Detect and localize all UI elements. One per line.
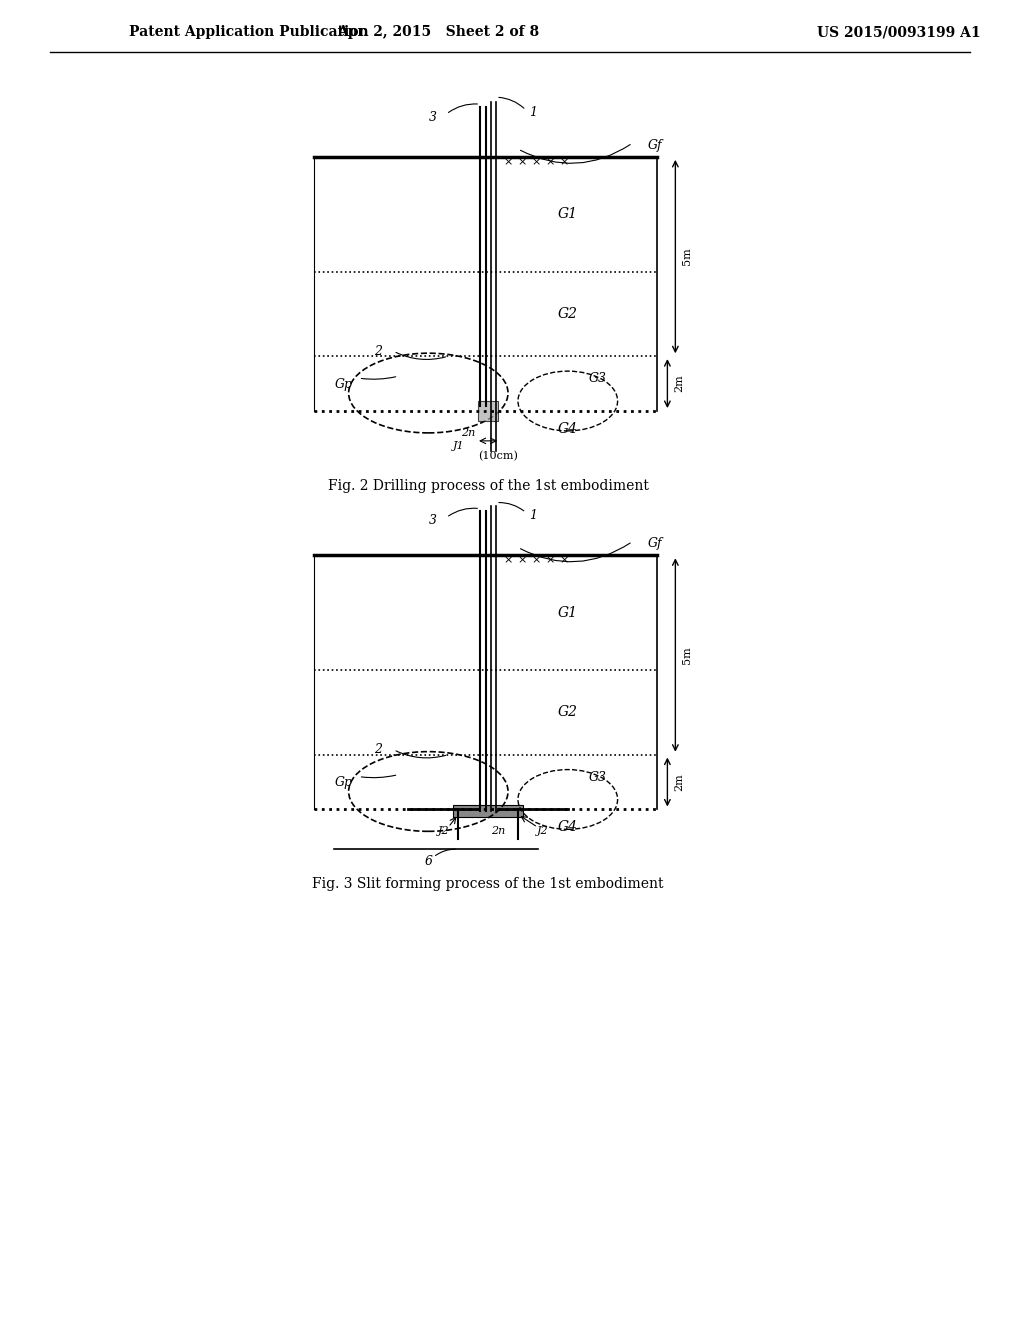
Text: ×: × — [559, 157, 568, 166]
Text: 2: 2 — [375, 345, 383, 358]
Text: ×: × — [517, 556, 526, 565]
Text: G4: G4 — [558, 422, 578, 436]
Text: ×: × — [545, 157, 555, 166]
Text: 1: 1 — [529, 106, 537, 119]
Text: Gp: Gp — [335, 776, 352, 789]
Text: G4: G4 — [558, 820, 578, 834]
Text: ×: × — [504, 556, 513, 565]
Text: Fig. 3 Slit forming process of the 1st embodiment: Fig. 3 Slit forming process of the 1st e… — [312, 876, 664, 891]
Text: US 2015/0093199 A1: US 2015/0093199 A1 — [817, 25, 980, 40]
Text: ×: × — [517, 157, 526, 166]
Text: (10cm): (10cm) — [478, 450, 518, 461]
Text: G2: G2 — [558, 705, 578, 719]
Text: 2n: 2n — [490, 826, 505, 837]
Text: 2n: 2n — [461, 428, 475, 438]
Text: 2m: 2m — [675, 774, 684, 791]
Bar — [454, 805, 523, 817]
Text: J1: J1 — [453, 441, 464, 451]
Text: J2: J2 — [537, 826, 549, 837]
Text: Apr. 2, 2015   Sheet 2 of 8: Apr. 2, 2015 Sheet 2 of 8 — [337, 25, 540, 40]
Text: Patent Application Publication: Patent Application Publication — [129, 25, 369, 40]
Text: Gp: Gp — [335, 378, 352, 391]
Text: 5m: 5m — [682, 647, 692, 664]
Text: Gf: Gf — [647, 139, 663, 152]
Text: 5m: 5m — [682, 248, 692, 265]
Text: 6: 6 — [424, 855, 432, 867]
Bar — [478, 401, 498, 421]
Text: Gf: Gf — [647, 537, 663, 550]
Text: ×: × — [531, 556, 541, 565]
Text: G3: G3 — [589, 771, 606, 784]
Text: G1: G1 — [558, 207, 578, 222]
Text: 2: 2 — [375, 743, 383, 756]
Text: ×: × — [504, 157, 513, 166]
Text: 3: 3 — [429, 111, 437, 124]
Text: 3: 3 — [429, 513, 437, 527]
Text: ×: × — [531, 157, 541, 166]
Text: 1: 1 — [529, 510, 537, 523]
Text: Fig. 2 Drilling process of the 1st embodiment: Fig. 2 Drilling process of the 1st embod… — [328, 479, 648, 492]
Text: ×: × — [559, 556, 568, 565]
Text: G3: G3 — [589, 372, 606, 385]
Text: J2: J2 — [437, 826, 450, 837]
Text: G2: G2 — [558, 306, 578, 321]
Text: ×: × — [545, 556, 555, 565]
Text: G1: G1 — [558, 606, 578, 619]
Text: 2m: 2m — [675, 375, 684, 392]
